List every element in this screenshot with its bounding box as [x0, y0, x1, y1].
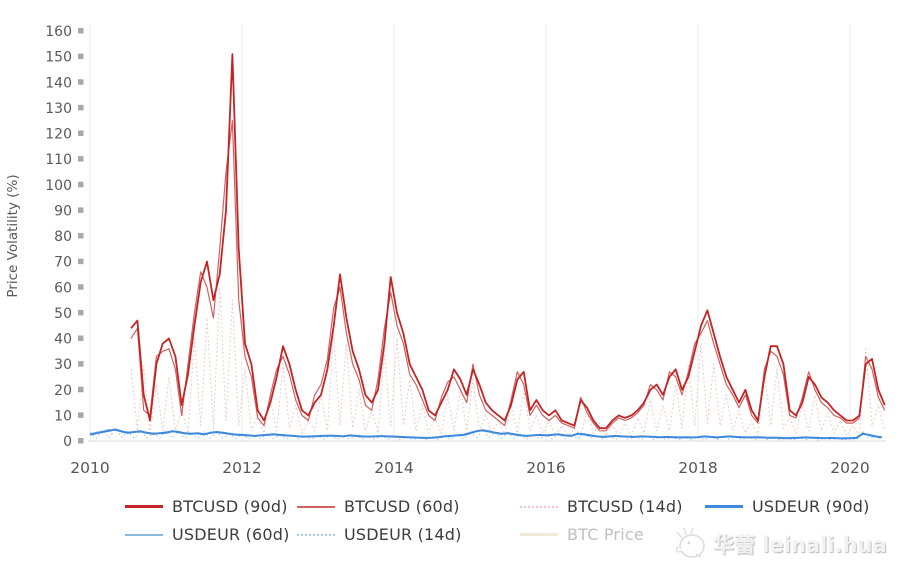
chart-plot-area: 0 10 20 30 40 50 60 70 80 90 100 110 120 130 140 150 160… [5, 24, 886, 477]
legend-marker-btcusd-90d [125, 505, 163, 508]
y-tick-mark-120 [78, 130, 84, 136]
y-tick-label-50: 50 [54, 306, 72, 322]
legend-item-btc-price[interactable]: BTC Price [520, 525, 705, 544]
y-tick-label-0: 0 [63, 434, 72, 450]
legend-item-usdeur-60d[interactable]: USDEUR (60d) [125, 525, 297, 544]
y-tick-mark-90 [78, 207, 84, 213]
y-tick-mark-130 [78, 104, 84, 111]
series-line-btcusd-14d [130, 286, 886, 437]
series-lines [89, 53, 886, 441]
y-tick-label-150: 150 [45, 50, 72, 66]
legend-label-btcusd-90d: BTCUSD (90d) [172, 497, 288, 516]
y-axis-title: Price Volatility (%) [5, 174, 21, 297]
series-line-btcusd-60d [130, 120, 886, 432]
y-tick-label-30: 30 [54, 357, 72, 373]
y-tick-label-20: 20 [54, 383, 72, 399]
y-tick-mark-0 [78, 438, 84, 444]
legend-marker-usdeur-60d [125, 533, 163, 536]
chart-legend: BTCUSD (90d) BTCUSD (60d) BTCUSD (14d) USDE… [0, 497, 902, 553]
legend-item-usdeur-90d[interactable]: USDEUR (90d) [705, 497, 870, 516]
legend-label-btc-price: BTC Price [567, 525, 644, 544]
x-tick-label-2020: 2020 [830, 459, 869, 477]
x-tick-label-2018: 2018 [678, 459, 717, 477]
legend-label-usdeur-90d: USDEUR (90d) [752, 497, 870, 516]
legend-marker-btc-price [520, 533, 558, 536]
legend-marker-usdeur-90d [705, 505, 743, 508]
y-tick-mark-20 [78, 386, 84, 393]
y-tick-mark-110 [78, 156, 84, 162]
legend-label-btcusd-14d: BTCUSD (14d) [567, 497, 683, 516]
x-tick-label-2012: 2012 [222, 459, 261, 477]
series-line-btcusd-90d [130, 53, 886, 430]
axes: 0 10 20 30 40 50 60 70 80 90 100 110 120 130 140 150 160… [45, 24, 886, 477]
y-tick-mark-60 [78, 284, 84, 290]
y-tick-mark-40 [78, 335, 84, 341]
y-tick-mark-140 [78, 79, 84, 85]
legend-label-usdeur-14d: USDEUR (14d) [344, 525, 462, 544]
y-tick-mark-70 [78, 258, 84, 265]
y-tick-label-120: 120 [45, 127, 72, 143]
legend-item-btcusd-14d[interactable]: BTCUSD (14d) [520, 497, 705, 516]
y-tick-mark-10 [78, 412, 84, 418]
series-line-usdeur-90d [89, 428, 882, 440]
x-tick-label-2014: 2014 [374, 459, 413, 477]
y-tick-label-80: 80 [54, 229, 72, 245]
y-tick-label-90: 90 [54, 203, 72, 219]
y-tick-mark-50 [78, 309, 84, 316]
y-tick-label-40: 40 [54, 332, 72, 348]
legend-item-usdeur-14d[interactable]: USDEUR (14d) [297, 525, 520, 544]
y-tick-label-110: 110 [45, 152, 72, 168]
y-tick-mark-100 [78, 181, 84, 188]
legend-item-btcusd-90d[interactable]: BTCUSD (90d) [125, 497, 297, 516]
legend-row: BTCUSD (90d) BTCUSD (60d) BTCUSD (14d) USDE… [0, 497, 902, 516]
x-tick-label-2010: 2010 [70, 459, 109, 477]
y-tick-label-160: 160 [45, 24, 72, 40]
x-tick-label-2016: 2016 [526, 459, 565, 477]
gridlines [89, 25, 851, 441]
series-line-usdeur-14d [89, 428, 882, 441]
legend-row: USDEUR (60d) USDEUR (14d) BTC Price [0, 525, 902, 544]
y-tick-label-10: 10 [54, 408, 72, 424]
legend-item-btcusd-60d[interactable]: BTCUSD (60d) [297, 497, 520, 516]
legend-marker-usdeur-14d [297, 533, 335, 536]
y-tick-label-60: 60 [54, 280, 72, 296]
legend-label-btcusd-60d: BTCUSD (60d) [344, 497, 460, 516]
y-tick-mark-160 [78, 28, 84, 34]
y-tick-label-140: 140 [45, 75, 72, 91]
y-tick-mark-30 [78, 361, 84, 367]
y-tick-mark-150 [78, 53, 84, 60]
y-tick-label-100: 100 [45, 178, 72, 194]
legend-marker-btcusd-14d [520, 505, 558, 508]
y-tick-label-130: 130 [45, 101, 72, 117]
legend-marker-btcusd-60d [297, 505, 335, 508]
y-tick-mark-80 [78, 233, 84, 239]
y-tick-label-70: 70 [54, 255, 72, 271]
legend-label-usdeur-60d: USDEUR (60d) [172, 525, 290, 544]
